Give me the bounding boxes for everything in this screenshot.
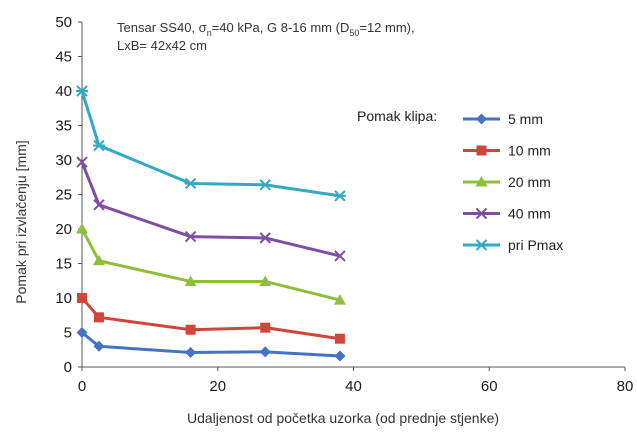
legend-entry: 10 mm bbox=[463, 143, 551, 159]
series-line bbox=[80, 331, 342, 358]
y-tick-label: 20 bbox=[55, 221, 72, 238]
x-tick-label: 20 bbox=[209, 378, 226, 395]
x-axis-label: Udaljenost od početka uzorka (od prednje… bbox=[187, 410, 499, 426]
series-line bbox=[80, 160, 342, 258]
legend-entry: 40 mm bbox=[463, 206, 551, 222]
legend-label: 20 mm bbox=[508, 174, 551, 190]
legend-swatch-marker bbox=[476, 145, 487, 156]
data-point bbox=[185, 324, 196, 335]
data-point bbox=[260, 322, 271, 333]
axes bbox=[78, 21, 626, 371]
legend-swatch-marker bbox=[475, 176, 488, 187]
data-point bbox=[77, 293, 87, 303]
y-tick-label: 10 bbox=[55, 290, 72, 307]
data-point bbox=[93, 199, 105, 211]
data-point bbox=[76, 223, 88, 234]
series-40-mm bbox=[76, 156, 346, 262]
data-point bbox=[333, 294, 346, 305]
data-point bbox=[76, 85, 88, 97]
data-point bbox=[185, 347, 197, 359]
y-axis-label: Pomak pri izvlačenju [mm] bbox=[13, 140, 29, 303]
series-10-mm bbox=[77, 293, 345, 344]
x-tick-label: 40 bbox=[345, 378, 362, 395]
x-tick-label: 0 bbox=[78, 378, 86, 395]
data-point bbox=[333, 190, 346, 202]
data-point bbox=[76, 156, 88, 168]
data-point bbox=[334, 350, 346, 362]
legend-title: Pomak klipa: bbox=[357, 108, 437, 124]
legend-label: 5 mm bbox=[508, 111, 543, 127]
data-point bbox=[334, 250, 346, 262]
legend-entry: 20 mm bbox=[463, 174, 551, 190]
series-line bbox=[80, 227, 342, 302]
y-tick-label: 30 bbox=[55, 152, 72, 169]
data-point bbox=[184, 177, 197, 190]
legend-swatch-marker bbox=[475, 239, 488, 251]
data-point bbox=[184, 230, 197, 243]
series-layer bbox=[76, 85, 346, 362]
x-tick-label: 60 bbox=[481, 378, 498, 395]
legend-label: 10 mm bbox=[508, 143, 551, 159]
series-line bbox=[80, 89, 342, 198]
y-tick-label: 50 bbox=[55, 14, 72, 31]
legend-entry: 5 mm bbox=[463, 111, 543, 127]
data-point bbox=[259, 346, 271, 358]
legend-label: 40 mm bbox=[508, 206, 551, 222]
y-tick-label: 40 bbox=[55, 83, 72, 100]
data-point bbox=[259, 232, 271, 244]
legend-label: pri Pmax bbox=[508, 237, 563, 253]
data-point bbox=[259, 275, 272, 286]
annotation-line-2: LxB= 42x42 cm bbox=[117, 38, 207, 53]
x-tick-label: 80 bbox=[617, 378, 634, 395]
y-tick-label: 0 bbox=[64, 359, 72, 376]
legend-entry: pri Pmax bbox=[463, 237, 563, 253]
y-tick-label: 25 bbox=[55, 187, 72, 204]
data-point bbox=[92, 254, 105, 266]
data-point bbox=[92, 139, 105, 152]
tick-labels: 0 5 10 15 20 25 30 35 40 45 50 0 20 40 60 80 bbox=[55, 14, 633, 395]
y-tick-label: 45 bbox=[55, 49, 72, 66]
y-tick-label: 15 bbox=[55, 256, 72, 273]
series-pri-pmax bbox=[76, 85, 346, 202]
legend-swatch-marker bbox=[475, 207, 488, 220]
series-20-mm bbox=[76, 223, 346, 305]
data-point bbox=[93, 312, 104, 323]
data-point bbox=[184, 275, 197, 286]
annotation-line-1: Tensar SS40, σn=40 kPa, G 8-16 mm (D50=1… bbox=[117, 20, 415, 38]
data-point bbox=[93, 340, 105, 352]
data-point bbox=[259, 179, 272, 191]
y-tick-label: 5 bbox=[64, 325, 72, 342]
series-5-mm bbox=[76, 327, 346, 362]
legend-swatch-marker bbox=[476, 113, 487, 125]
data-point bbox=[76, 327, 88, 338]
legend: Pomak klipa: 5 mm 10 mm 20 mm 40 mm pri Pmax bbox=[357, 108, 563, 253]
data-point bbox=[334, 333, 345, 344]
y-tick-label: 35 bbox=[55, 118, 72, 135]
series-line bbox=[80, 296, 342, 341]
